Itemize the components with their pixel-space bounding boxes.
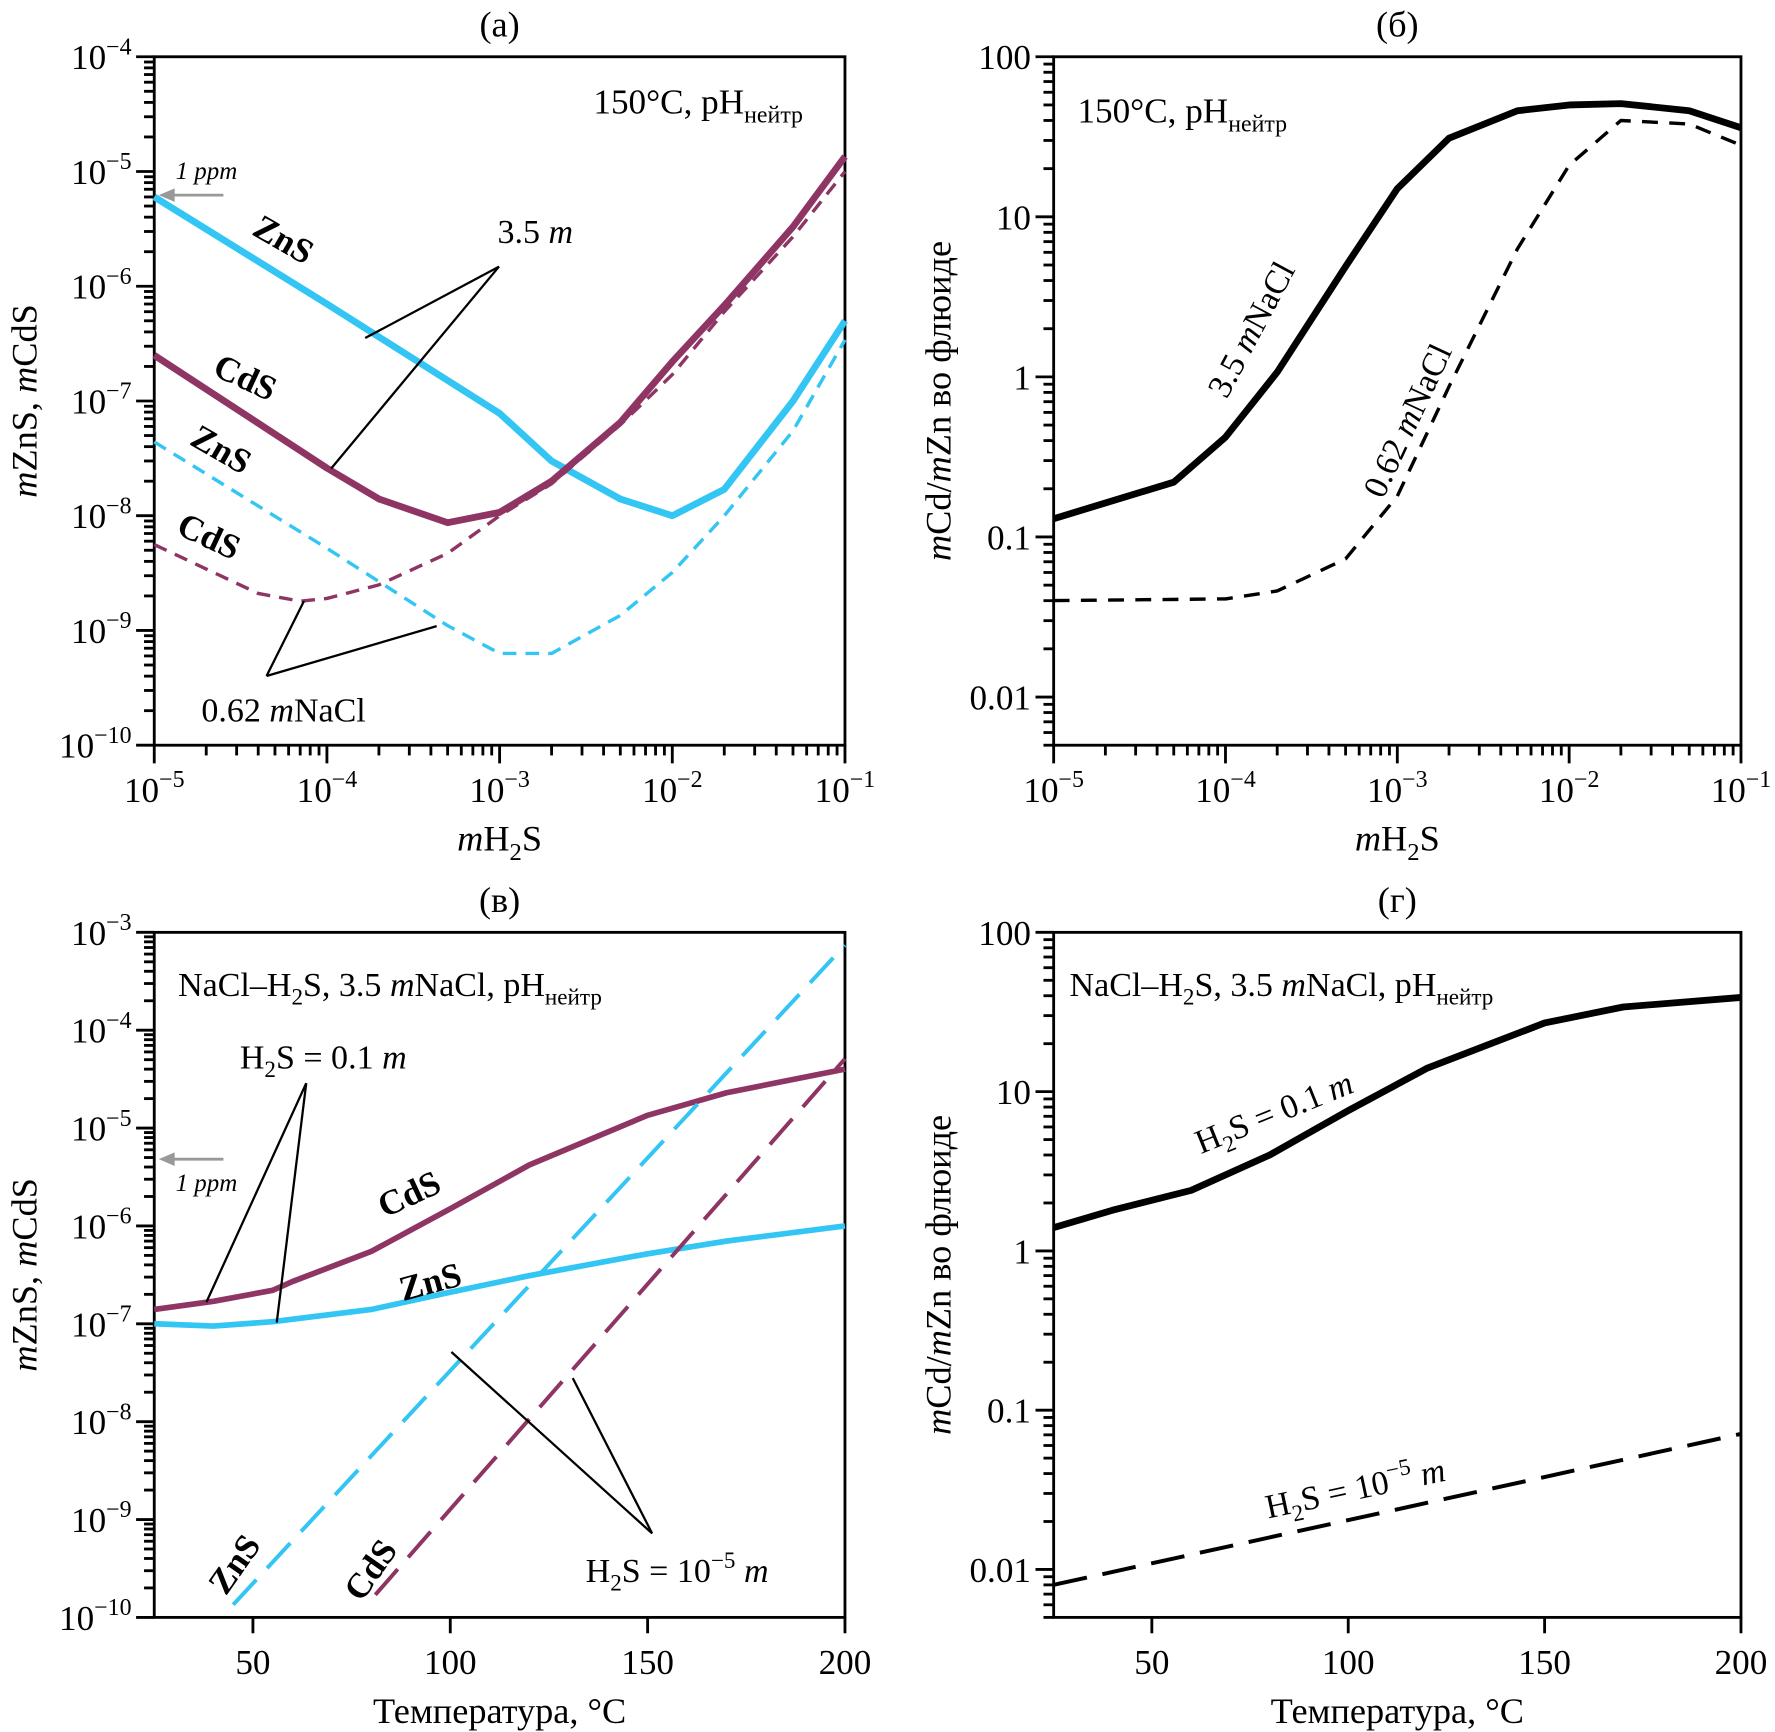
- y-tick-label: 1: [1013, 1232, 1031, 1271]
- series-line-black-solid: [1052, 100, 1743, 522]
- series-line-cds-solid: [152, 154, 848, 527]
- leader-line: [364, 265, 500, 340]
- series-label-zns: ZnS: [184, 417, 258, 482]
- y-tick-label: 10−4​: [71, 34, 132, 77]
- y-tick-label: 100: [978, 914, 1031, 953]
- series-label: 0.62 mNaCl: [1357, 339, 1460, 504]
- y-tick-label: 10−7​: [71, 379, 132, 422]
- leader-line: [205, 1082, 308, 1303]
- leader-line: [571, 1377, 654, 1534]
- y-tick-label: 10−6​: [71, 1204, 132, 1247]
- x-tick-label: 50: [1134, 1643, 1169, 1682]
- plot-frame: [1052, 930, 1743, 1619]
- x-axis-label: mH2​S: [1355, 819, 1440, 866]
- concentration-label: H2​S = 10−5​ m: [586, 1548, 769, 1597]
- series-line-black-dashed: [1053, 1431, 1742, 1587]
- condition-label: NaCl–H2​S, 3.5 mNaCl, pHнейтр​: [1070, 967, 1494, 1011]
- y-tick-label: 10−5​: [71, 149, 132, 192]
- series-label-zns: ZnS: [201, 1528, 269, 1602]
- y-tick-label: 100: [978, 38, 1031, 77]
- x-tick-label: 200: [1715, 1643, 1768, 1682]
- leader-line: [265, 600, 305, 677]
- plot-frame: [152, 930, 847, 1619]
- leader-line: [266, 625, 437, 678]
- y-tick-label: 0.01: [969, 1551, 1031, 1590]
- series-line-cds-solid: [153, 1066, 846, 1313]
- leader-line: [275, 1083, 308, 1323]
- y-tick-label: 10−10​: [59, 1595, 132, 1638]
- x-tick-label: 150: [621, 1643, 674, 1682]
- chart-panel-1: (a) 10−10​ 10−9​ 10−8​ 10−7​ 10−6​ 10−5​ 10−4​ 1…: [4, 4, 875, 865]
- x-tick-label: 200: [819, 1643, 872, 1682]
- leader-line: [450, 1351, 653, 1535]
- x-tick-label: 10−1​: [815, 767, 876, 810]
- y-tick-label: 10−8​: [71, 493, 132, 536]
- x-tick-label: 10−1​: [1711, 767, 1772, 810]
- series-line-zns-dashed: [231, 943, 847, 1607]
- panel-title: (б): [1376, 4, 1419, 44]
- y-tick-label: 10−4​: [71, 1008, 132, 1051]
- y-tick-label: 10: [996, 198, 1031, 237]
- series-line-black-dashed: [1053, 118, 1742, 603]
- y-axis-label: mZnS, mCdS: [4, 304, 44, 498]
- x-tick-label: 10−4​: [1195, 767, 1256, 810]
- series-label-zns: ZnS: [395, 1255, 465, 1309]
- x-tick-label: 50: [235, 1643, 270, 1682]
- y-tick-label: 0.01: [969, 679, 1031, 718]
- x-axis-label: Температура, °C: [1271, 1691, 1524, 1731]
- x-axis-label: mH2​S: [457, 819, 542, 866]
- series-label: 3.5 mNaCl: [1201, 256, 1303, 404]
- y-tick-label: 0.1: [987, 1392, 1031, 1431]
- x-tick-label: 150: [1518, 1643, 1571, 1682]
- chart-panel-2: (б) 0.01 0.1 1 10 100 10−5​ 10−4​ 10−3​ 10−2​ 10−1…: [918, 4, 1771, 865]
- panel-title: (в): [479, 880, 520, 920]
- condition-label: 150°C, pHнейтр​: [593, 82, 803, 128]
- series-line-cds-dashed: [373, 1057, 847, 1597]
- x-tick-label: 100: [1322, 1643, 1375, 1682]
- ppm-label: 1 ppm: [176, 1170, 238, 1197]
- series-line-cds-dashed: [153, 170, 847, 603]
- y-tick-label: 1: [1013, 358, 1031, 397]
- y-tick-label: 10−9​: [71, 1497, 132, 1540]
- y-tick-label: 10−10​: [59, 723, 132, 766]
- x-tick-label: 10−4​: [297, 767, 358, 810]
- series-line-zns-dashed: [153, 339, 847, 656]
- x-tick-label: 10−5​: [124, 767, 185, 810]
- series-line-zns-solid: [152, 194, 848, 520]
- series-line-black-solid: [1052, 994, 1742, 1231]
- series-line-zns-solid: [154, 1223, 846, 1329]
- y-tick-label: 10−7​: [71, 1302, 132, 1345]
- x-tick-label: 100: [424, 1643, 477, 1682]
- y-axis-label: mZnS, mCdS: [4, 1178, 44, 1372]
- y-tick-label: 0.1: [987, 518, 1031, 557]
- chart-panel-4: (г) 0.01 0.1 1 10 100 50 100 150 200 Температура, …: [918, 880, 1767, 1731]
- chart-panel-3: (в) 10−10​ 10−9​ 10−8​ 10−7​ 10−6​ 10−5​ 10−4​ 1…: [4, 880, 871, 1731]
- y-tick-label: 10−8​: [71, 1399, 132, 1442]
- y-axis-label: mCd/mZn во флюиде: [918, 241, 958, 561]
- y-tick-label: 10−3​: [71, 910, 132, 953]
- y-tick-label: 10−5​: [71, 1106, 132, 1149]
- ppm-arrowhead-icon: [158, 1152, 175, 1166]
- ppm-label: 1 ppm: [176, 158, 238, 185]
- concentration-label: 3.5 m: [498, 214, 574, 251]
- y-tick-label: 10−6​: [71, 264, 132, 307]
- concentration-label: 0.62 mNaCl: [201, 692, 365, 729]
- leader-line: [330, 265, 500, 470]
- x-axis-label: Температура, °C: [373, 1691, 626, 1731]
- x-tick-label: 10−5​: [1023, 767, 1084, 810]
- y-axis-label: mCd/mZn во флюиде: [918, 1115, 958, 1435]
- y-tick-label: 10: [996, 1073, 1031, 1112]
- concentration-label: H2​S = 0.1 m: [240, 1039, 407, 1083]
- x-tick-label: 10−3​: [469, 767, 530, 810]
- x-tick-label: 10−2​: [642, 767, 703, 810]
- panel-title: (г): [1378, 880, 1417, 920]
- condition-label: 150°C, pHнейтр​: [1077, 92, 1287, 138]
- x-tick-label: 10−2​: [1539, 767, 1600, 810]
- y-tick-label: 10−9​: [71, 608, 132, 651]
- ppm-arrowhead-icon: [158, 188, 175, 202]
- panel-title: (a): [479, 4, 519, 44]
- condition-label: NaCl–H2​S, 3.5 mNaCl, pHнейтр​: [178, 967, 602, 1011]
- x-tick-label: 10−3​: [1367, 767, 1428, 810]
